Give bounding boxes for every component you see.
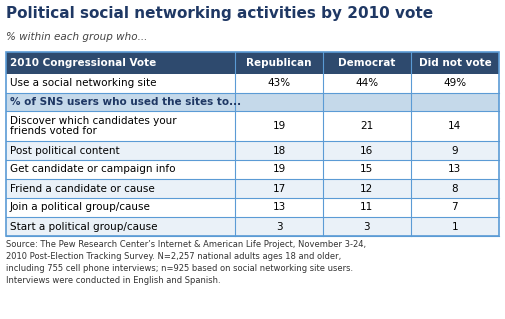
Text: 1: 1	[451, 221, 458, 232]
Text: Friend a candidate or cause: Friend a candidate or cause	[10, 183, 155, 194]
Text: Post political content: Post political content	[10, 145, 120, 155]
Text: 19: 19	[273, 165, 286, 174]
Text: % within each group who...: % within each group who...	[6, 32, 147, 42]
Text: Get candidate or campaign info: Get candidate or campaign info	[10, 165, 176, 174]
Bar	[6, 217, 499, 236]
Text: Discover which candidates your: Discover which candidates your	[10, 116, 177, 126]
Bar	[6, 52, 499, 74]
Text: 13: 13	[448, 165, 462, 174]
Bar	[6, 93, 499, 111]
Text: 7: 7	[451, 203, 458, 212]
Text: 21: 21	[360, 121, 374, 131]
Text: Start a political group/cause: Start a political group/cause	[10, 221, 158, 232]
Text: 9: 9	[451, 145, 458, 155]
Text: 17: 17	[273, 183, 286, 194]
Bar	[6, 179, 499, 198]
Bar	[6, 52, 499, 236]
Text: 3: 3	[364, 221, 370, 232]
Text: 8: 8	[451, 183, 458, 194]
Bar	[6, 160, 499, 179]
Text: Use a social networking site: Use a social networking site	[10, 78, 157, 88]
Text: 2010 Congressional Vote: 2010 Congressional Vote	[10, 58, 156, 68]
Text: Democrat: Democrat	[338, 58, 395, 68]
Text: Did not vote: Did not vote	[419, 58, 491, 68]
Text: 19: 19	[273, 121, 286, 131]
Text: 49%: 49%	[443, 78, 467, 88]
Text: Republican: Republican	[246, 58, 312, 68]
Text: 11: 11	[360, 203, 374, 212]
Text: 18: 18	[273, 145, 286, 155]
Text: Political social networking activities by 2010 vote: Political social networking activities b…	[6, 6, 433, 21]
Bar	[6, 111, 499, 141]
Text: 16: 16	[360, 145, 374, 155]
Text: Source: The Pew Research Center’s Internet & American Life Project, November 3-2: Source: The Pew Research Center’s Intern…	[6, 240, 366, 286]
Text: 15: 15	[360, 165, 374, 174]
Text: % of SNS users who used the sites to...: % of SNS users who used the sites to...	[10, 97, 241, 107]
Text: 43%: 43%	[268, 78, 291, 88]
Bar	[6, 198, 499, 217]
Text: 3: 3	[276, 221, 282, 232]
Text: friends voted for: friends voted for	[10, 126, 97, 136]
Text: 44%: 44%	[356, 78, 378, 88]
Bar	[6, 74, 499, 93]
Text: 14: 14	[448, 121, 462, 131]
Text: 12: 12	[360, 183, 374, 194]
Text: Join a political group/cause: Join a political group/cause	[10, 203, 151, 212]
Text: 13: 13	[273, 203, 286, 212]
Bar	[6, 141, 499, 160]
